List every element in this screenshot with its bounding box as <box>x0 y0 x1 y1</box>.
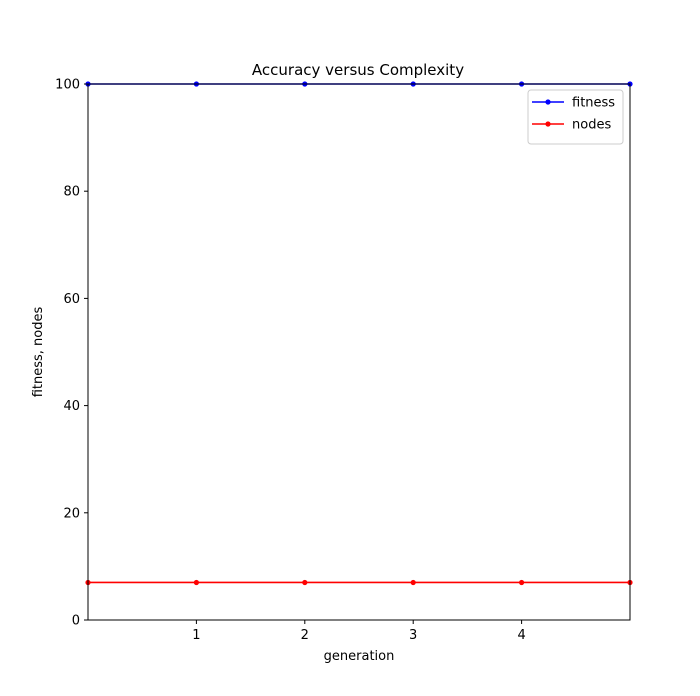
legend-label-fitness: fitness <box>572 96 615 111</box>
legend: fitness nodes <box>527 89 624 145</box>
data-point-nodes <box>193 579 199 586</box>
y-tick-label: 60 <box>63 292 80 307</box>
legend-marker-fitness <box>545 99 551 105</box>
y-axis: 0 20 40 60 80 100 <box>55 78 88 629</box>
x-tick-label: 3 <box>409 628 417 643</box>
x-tick-label: 1 <box>192 628 200 643</box>
data-point-nodes <box>519 579 525 586</box>
y-axis-label: fitness, nodes <box>31 307 46 398</box>
legend-marker-nodes <box>545 121 551 127</box>
plot-frame <box>87 83 631 621</box>
x-tick-label: 4 <box>517 628 525 643</box>
y-tick-label: 40 <box>63 399 80 414</box>
y-tick-label: 100 <box>55 78 80 93</box>
chart-title: Accuracy versus Complexity <box>252 61 464 79</box>
x-axis: 1 2 3 4 <box>192 620 526 643</box>
data-point-nodes <box>302 579 308 586</box>
data-point-nodes <box>410 579 416 586</box>
legend-label-nodes: nodes <box>572 118 611 133</box>
x-axis-label: generation <box>324 649 395 664</box>
y-tick-label: 0 <box>72 614 80 629</box>
legend-box <box>527 89 624 145</box>
y-tick-label: 20 <box>63 506 80 521</box>
y-tick-label: 80 <box>63 185 80 200</box>
x-tick-label: 2 <box>301 628 309 643</box>
